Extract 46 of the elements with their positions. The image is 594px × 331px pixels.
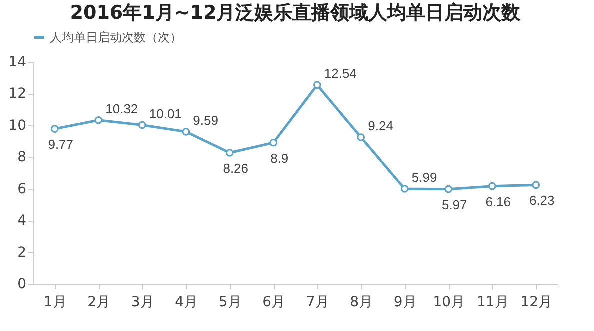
x-tick-label: 12月 xyxy=(520,294,553,310)
data-label: 10.32 xyxy=(106,101,138,116)
point xyxy=(50,125,59,133)
x-tick-label: 8月 xyxy=(350,294,374,310)
data-label: 9.59 xyxy=(193,112,218,128)
x-tick-label: 11月 xyxy=(476,294,509,310)
x-tick-label: 3月 xyxy=(131,294,154,310)
data-label: 8.26 xyxy=(223,161,249,176)
y-tick-label: 14 xyxy=(8,54,27,70)
data-label: 6.16 xyxy=(486,194,512,210)
x-tick-label: 5月 xyxy=(218,294,242,310)
point xyxy=(94,116,103,124)
data-label: 9.77 xyxy=(48,137,74,152)
data-label: 10.01 xyxy=(149,106,182,122)
legend-label: 人均单日启动次数（次） xyxy=(50,30,182,44)
x-tick-label: 1月 xyxy=(44,294,67,310)
y-tick-label: 2 xyxy=(18,244,26,261)
chart-title: 2016年1月~12月泛娱乐直播领域人均单日启动次数 xyxy=(70,2,522,24)
x-tick-label: 7月 xyxy=(306,294,330,310)
y-tick-label: 12 xyxy=(8,86,26,102)
y-tick-label: 4 xyxy=(18,213,27,230)
point xyxy=(138,121,146,130)
data-label: 5.97 xyxy=(442,197,468,212)
x-tick-label: 6月 xyxy=(262,294,286,310)
data-label: 9.24 xyxy=(368,118,394,134)
y-tick-label: 10 xyxy=(8,118,26,134)
point xyxy=(400,185,409,193)
x-tick-label: 4月 xyxy=(175,294,198,310)
data-label: 5.99 xyxy=(412,170,438,186)
point xyxy=(532,181,540,190)
data-label: 8.9 xyxy=(270,150,289,166)
data-label: 12.54 xyxy=(324,66,357,82)
y-tick-label: 8 xyxy=(18,150,26,166)
point xyxy=(270,138,278,147)
point xyxy=(313,81,322,90)
point xyxy=(488,182,496,190)
point xyxy=(226,149,234,157)
point xyxy=(444,185,453,194)
point xyxy=(357,134,366,142)
x-tick-label: 2月 xyxy=(88,294,111,310)
y-tick-label: 0 xyxy=(18,276,26,292)
y-tick-label: 6 xyxy=(18,181,27,198)
point xyxy=(182,128,190,136)
data-label: 6.23 xyxy=(529,193,555,208)
x-tick-label: 9月 xyxy=(394,294,417,310)
x-tick-label: 10月 xyxy=(433,294,466,310)
